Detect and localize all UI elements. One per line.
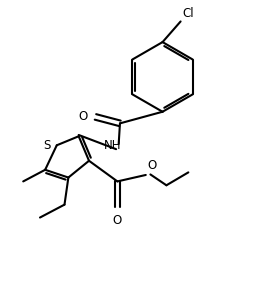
Text: O: O [78,110,88,124]
Text: O: O [113,214,122,227]
Text: NH: NH [103,139,121,152]
Text: O: O [147,159,156,173]
Text: Cl: Cl [182,7,194,20]
Text: S: S [43,139,50,152]
